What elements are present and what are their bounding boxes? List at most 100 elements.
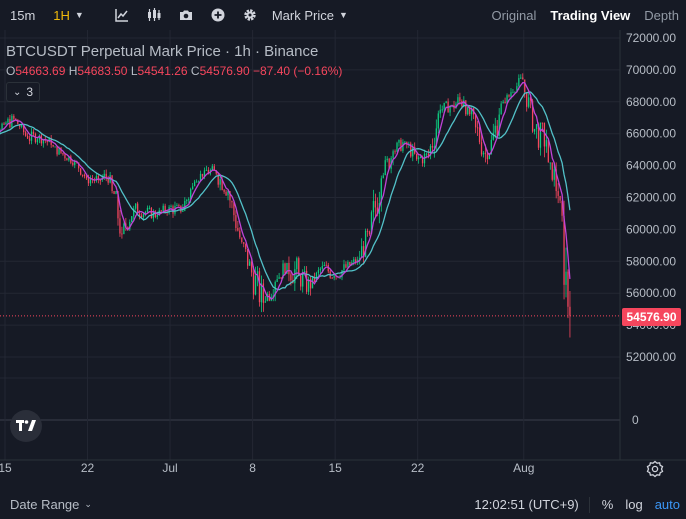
candle-body	[404, 141, 406, 143]
candle-body	[425, 153, 428, 155]
timeframe-1h-label: 1H	[53, 7, 70, 23]
price-tick-label: 60000.00	[626, 222, 676, 236]
candle-body	[252, 272, 255, 295]
candle-body	[398, 139, 400, 143]
candle-body	[113, 191, 115, 194]
percent-scale-toggle[interactable]: %	[601, 497, 614, 512]
candle-body	[217, 173, 219, 185]
candle-body	[494, 125, 496, 133]
candle-body	[219, 178, 221, 185]
candle-body	[170, 206, 172, 208]
candle-body	[195, 181, 198, 183]
candle-type-button[interactable]	[138, 0, 170, 30]
screenshot-button[interactable]	[170, 0, 202, 30]
indicators-button[interactable]	[106, 0, 138, 30]
ma-fast-line	[0, 82, 571, 301]
candle-body	[476, 127, 479, 129]
candle-body	[140, 215, 143, 218]
candle-body	[127, 227, 129, 230]
candle-body	[197, 181, 200, 183]
view-trading-view[interactable]: Trading View	[550, 7, 631, 23]
candle-body	[535, 124, 538, 129]
candle-body	[282, 263, 284, 279]
candle-type-icon	[147, 8, 161, 21]
candle-body	[311, 277, 314, 289]
candle-body	[188, 198, 190, 200]
candle-body	[541, 122, 544, 124]
chart-settings-button[interactable]	[646, 460, 664, 478]
candle-body	[555, 169, 557, 192]
candle-body	[300, 275, 302, 287]
candle-body	[80, 168, 82, 175]
candle-body	[531, 100, 534, 132]
price-tick-label: 64000.00	[626, 159, 676, 173]
candle-body	[103, 173, 105, 178]
tradingview-logo-icon[interactable]	[10, 410, 42, 442]
candle-body	[233, 202, 235, 216]
price-tick-label: 56000.00	[626, 286, 676, 300]
candle-body	[333, 275, 335, 278]
candle-body	[339, 277, 341, 279]
candle-body	[421, 157, 424, 164]
price-tick-label: 70000.00	[626, 63, 676, 77]
candle-body	[437, 113, 439, 129]
view-depth[interactable]: Depth	[644, 7, 679, 23]
indicator-toggle-button[interactable]: ⌄ 3	[6, 82, 40, 102]
candle-body	[490, 139, 492, 155]
candle-body	[243, 242, 245, 244]
candle-body	[81, 174, 84, 176]
candle-body	[518, 77, 520, 87]
candle-body	[284, 263, 286, 274]
indicators-icon	[115, 9, 128, 22]
candle-body	[382, 175, 384, 179]
candle-body	[62, 152, 64, 155]
price-tick-label: 68000.00	[626, 95, 676, 109]
candle-body	[410, 143, 412, 157]
candle-body	[504, 101, 506, 104]
candle-body	[392, 151, 394, 159]
view-original[interactable]: Original	[491, 7, 537, 23]
indicator-count: 3	[26, 85, 34, 99]
price-type-label: Mark Price	[271, 7, 334, 23]
candle-body	[557, 191, 559, 196]
gear-icon	[646, 460, 664, 478]
price-tick-label: 52000.00	[626, 350, 676, 364]
chart-toolbar: 15m 1H ▼ Mark Price ▼ Original Trading V…	[0, 0, 686, 30]
timeframe-1h[interactable]: 1H ▼	[43, 0, 92, 30]
candle-body	[471, 108, 473, 115]
candle-body	[569, 306, 571, 316]
candle-body	[372, 201, 375, 213]
candle-body	[186, 199, 188, 201]
date-range-button[interactable]: Date Range ⌄	[0, 497, 92, 512]
candle-body	[213, 166, 215, 171]
candle-body	[7, 118, 9, 123]
candle-body	[529, 97, 532, 101]
settings-button[interactable]	[234, 0, 266, 30]
candle-body	[184, 200, 186, 211]
candle-body	[559, 195, 561, 201]
candle-body	[142, 213, 145, 218]
timeframe-15m[interactable]: 15m	[10, 7, 36, 23]
candle-body	[478, 127, 481, 143]
chart-area[interactable]: 72000.00 70000.00 68000.00 66000.00 64000.00…	[0, 30, 686, 490]
auto-scale-toggle[interactable]: auto	[654, 497, 680, 512]
candle-body	[105, 173, 107, 178]
candle-body	[237, 227, 239, 231]
candle-body	[486, 153, 489, 160]
candle-body	[412, 146, 414, 157]
add-button[interactable]	[202, 0, 234, 30]
log-scale-toggle[interactable]: log	[625, 497, 643, 512]
candle-body	[388, 158, 390, 169]
candle-body	[307, 279, 310, 292]
candle-body	[54, 146, 56, 148]
candlestick-chart[interactable]: 72000.00 70000.00 68000.00 66000.00 64000.00…	[0, 30, 686, 490]
candle-body	[111, 175, 113, 192]
candle-body	[325, 264, 327, 266]
candle-body	[484, 152, 487, 154]
settings-icon	[244, 9, 256, 21]
candle-body	[26, 135, 29, 139]
price-type-select[interactable]: Mark Price ▼	[266, 0, 348, 30]
candle-body	[510, 92, 512, 97]
candle-body	[508, 95, 510, 97]
candle-body	[221, 178, 223, 190]
